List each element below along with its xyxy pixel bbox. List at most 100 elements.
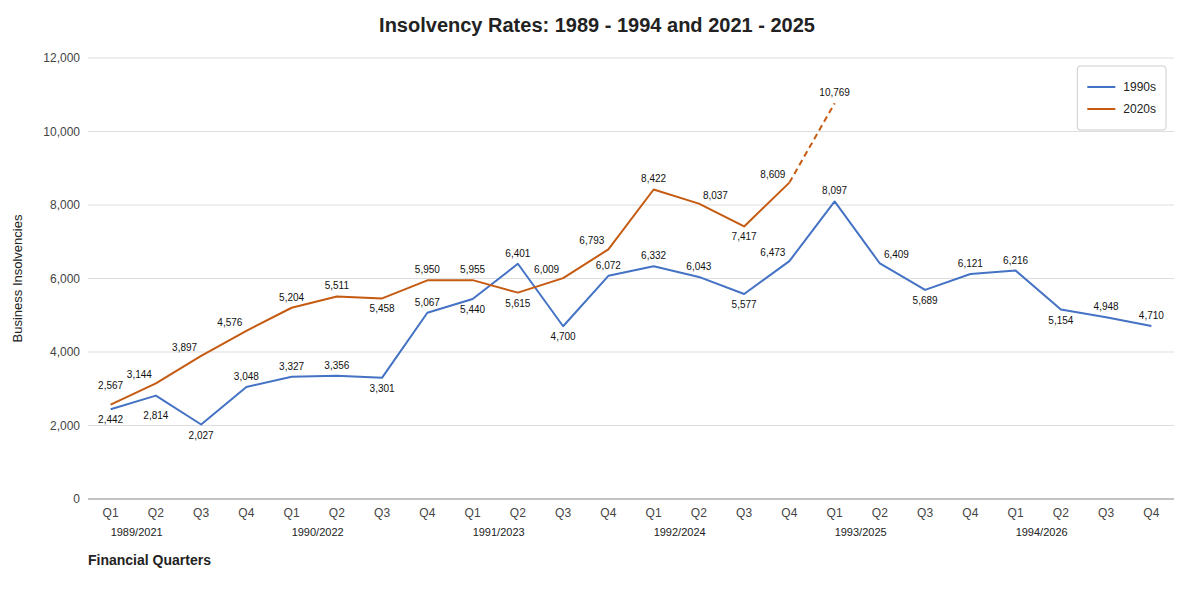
legend-label: 2020s bbox=[1123, 102, 1156, 116]
data-label: 3,356 bbox=[324, 360, 349, 371]
legend-box bbox=[1077, 66, 1166, 130]
x-tick-label: Q3 bbox=[555, 506, 571, 520]
data-label: 8,097 bbox=[822, 185, 847, 196]
grid-line bbox=[88, 58, 1174, 59]
x-tick-label: Q4 bbox=[781, 506, 797, 520]
x-tick-label: Q1 bbox=[465, 506, 481, 520]
y-tick-label: 0 bbox=[73, 492, 80, 506]
data-label: 5,440 bbox=[460, 304, 485, 315]
x-tick-label: Q4 bbox=[1143, 506, 1159, 520]
data-label: 6,409 bbox=[884, 249, 909, 260]
y-tick-label: 8,000 bbox=[50, 198, 80, 212]
data-label: 10,769 bbox=[819, 87, 850, 98]
data-label: 7,417 bbox=[732, 231, 757, 242]
data-label: 3,301 bbox=[370, 383, 395, 394]
data-label: 2,814 bbox=[143, 410, 168, 421]
data-label: 8,422 bbox=[641, 173, 666, 184]
grid-line bbox=[88, 425, 1174, 426]
grid bbox=[88, 58, 1174, 499]
y-tick-labels: 0 2,000 4,000 6,000 8,000 10,000 12,000 bbox=[43, 51, 80, 506]
x-axis-line bbox=[88, 499, 1174, 500]
legend-swatch bbox=[1087, 108, 1115, 110]
x-tick-label: Q2 bbox=[510, 506, 526, 520]
data-label: 6,121 bbox=[958, 258, 983, 269]
data-label: 5,511 bbox=[325, 280, 350, 291]
data-label: 3,048 bbox=[234, 371, 259, 382]
annotation: 1991/2023 bbox=[473, 526, 525, 538]
data-label: 4,948 bbox=[1094, 301, 1119, 312]
legend-label: 1990s bbox=[1123, 80, 1156, 94]
series-line bbox=[789, 103, 834, 182]
data-label: 5,067 bbox=[415, 297, 440, 308]
x-tick-label: Q2 bbox=[329, 506, 345, 520]
series-line bbox=[111, 201, 1152, 424]
x-tick-label: Q4 bbox=[962, 506, 978, 520]
data-label: 6,072 bbox=[596, 260, 621, 271]
chart: Insolvency Rates: 1989 - 1994 and 2021 -… bbox=[0, 0, 1194, 597]
annotation: 1989/2021 bbox=[111, 526, 163, 538]
data-label: 5,577 bbox=[732, 299, 757, 310]
data-label: 6,401 bbox=[505, 248, 530, 259]
background bbox=[0, 0, 1194, 597]
x-tick-label: Q3 bbox=[917, 506, 933, 520]
data-label: 6,043 bbox=[686, 261, 711, 272]
y-tick-label: 6,000 bbox=[50, 272, 80, 286]
grid-line bbox=[88, 205, 1174, 206]
x-tick-label: Q4 bbox=[238, 506, 254, 520]
y-axis-label: Business Insolvencies bbox=[10, 214, 25, 342]
x-tick-label: Q1 bbox=[827, 506, 843, 520]
data-label: 6,009 bbox=[534, 264, 559, 275]
x-tick-label: Q3 bbox=[193, 506, 209, 520]
data-label: 4,576 bbox=[217, 317, 242, 328]
data-label: 5,154 bbox=[1048, 315, 1073, 326]
x-tick-label: Q1 bbox=[646, 506, 662, 520]
title: Insolvency Rates: 1989 - 1994 and 2021 -… bbox=[379, 14, 815, 36]
x-tick-label: Q3 bbox=[1098, 506, 1114, 520]
data-label: 6,332 bbox=[641, 250, 666, 261]
data-label: 5,955 bbox=[460, 264, 485, 275]
x-tick-label: Q4 bbox=[600, 506, 616, 520]
annotation: 1994/2026 bbox=[1016, 526, 1068, 538]
x-tick-label: Q3 bbox=[374, 506, 390, 520]
x-tick-label: Q1 bbox=[1008, 506, 1024, 520]
x-tick-label: Q2 bbox=[872, 506, 888, 520]
legend-swatch bbox=[1087, 86, 1115, 88]
data-label: 2,567 bbox=[98, 380, 123, 391]
data-label: 6,793 bbox=[579, 235, 604, 246]
data-labels: 2,4422,8142,0273,0483,3273,3563,3015,067… bbox=[98, 87, 1164, 440]
x-tick-label: Q3 bbox=[736, 506, 752, 520]
data-label: 5,458 bbox=[370, 303, 395, 314]
x-tick-label: Q4 bbox=[419, 506, 435, 520]
y-tick-label: 4,000 bbox=[50, 345, 80, 359]
data-label: 5,950 bbox=[415, 264, 440, 275]
grid-line bbox=[88, 352, 1174, 353]
data-label: 6,473 bbox=[760, 247, 785, 258]
x-tick-label: Q1 bbox=[284, 506, 300, 520]
annotation: 1992/2024 bbox=[654, 526, 706, 538]
data-label: 3,897 bbox=[172, 342, 197, 353]
y-tick-label: 2,000 bbox=[50, 419, 80, 433]
data-label: 8,037 bbox=[703, 190, 728, 201]
data-label: 8,609 bbox=[760, 169, 785, 180]
y-tick-label: 10,000 bbox=[43, 125, 80, 139]
data-label: 5,615 bbox=[505, 298, 530, 309]
x-tick-label: Q2 bbox=[691, 506, 707, 520]
annotations: 1989/20211990/20221991/20231992/20241993… bbox=[111, 526, 1068, 538]
grid-line bbox=[88, 499, 1174, 500]
x-tick-label: Q2 bbox=[148, 506, 164, 520]
lines bbox=[111, 103, 1152, 424]
x-tick-label: Q2 bbox=[1053, 506, 1069, 520]
x-tick-label: Q1 bbox=[103, 506, 119, 520]
y-tick-label: 12,000 bbox=[43, 51, 80, 65]
annotation: 1993/2025 bbox=[835, 526, 887, 538]
data-label: 2,027 bbox=[189, 430, 214, 441]
series-line bbox=[111, 183, 790, 405]
data-label: 6,216 bbox=[1003, 255, 1028, 266]
data-label: 2,442 bbox=[98, 414, 123, 425]
data-label: 5,689 bbox=[913, 295, 938, 306]
legend: 1990s 2020s bbox=[1077, 66, 1166, 130]
data-label: 5,204 bbox=[279, 292, 304, 303]
grid-line bbox=[88, 278, 1174, 279]
grid-line bbox=[88, 131, 1174, 132]
data-label: 4,710 bbox=[1139, 310, 1164, 321]
